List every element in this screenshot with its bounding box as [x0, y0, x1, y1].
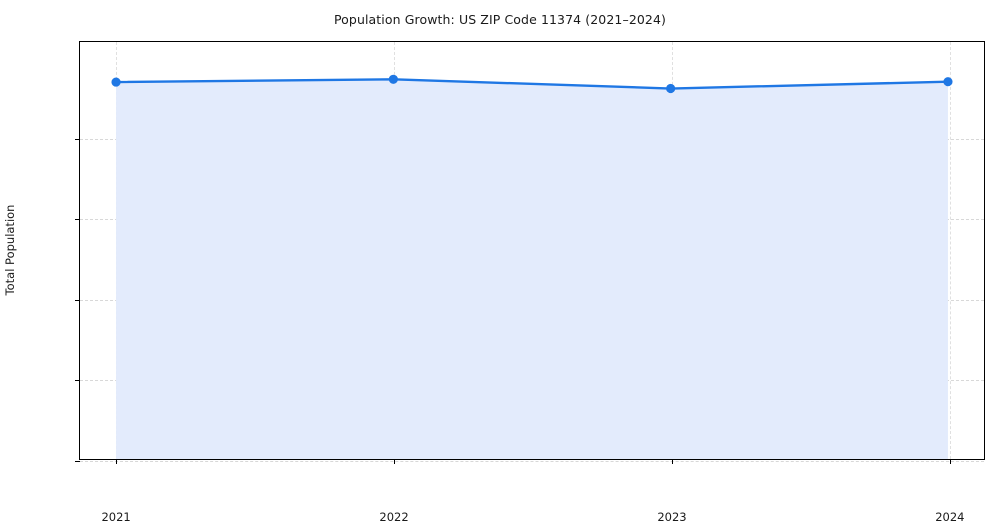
x-tick-label: 2023: [657, 510, 687, 524]
x-tick-label: 2024: [935, 510, 965, 524]
data-point-marker: [943, 77, 953, 87]
data-point-marker: [111, 77, 121, 87]
chart-figure: Population Growth: US ZIP Code 11374 (20…: [3, 12, 985, 524]
chart-title: Population Growth: US ZIP Code 11374 (20…: [333, 12, 667, 27]
x-tick-mark: [116, 459, 118, 464]
y-tick-mark: [75, 138, 80, 140]
area-fill: [116, 79, 948, 459]
gridline-horizontal: [80, 461, 984, 462]
series-plot: [111, 74, 953, 459]
series-line: [114, 78, 950, 90]
x-tick-mark: [671, 459, 673, 464]
plot-area: 010,00020,00030,00040,000 20212022202320…: [75, 41, 985, 524]
y-axis-label: Total Population: [3, 204, 17, 296]
data-point-marker: [388, 74, 398, 84]
x-tick-label: 2021: [101, 510, 131, 524]
x-tick-mark: [949, 459, 951, 464]
y-tick-mark: [75, 219, 80, 221]
y-tick-mark: [75, 461, 80, 462]
y-tick-mark: [75, 380, 80, 382]
x-tick-label: 2022: [379, 510, 409, 524]
y-tick-mark: [75, 299, 80, 301]
data-point-marker: [666, 83, 676, 94]
x-tick-mark: [394, 459, 396, 464]
gridline-vertical: [949, 42, 951, 459]
